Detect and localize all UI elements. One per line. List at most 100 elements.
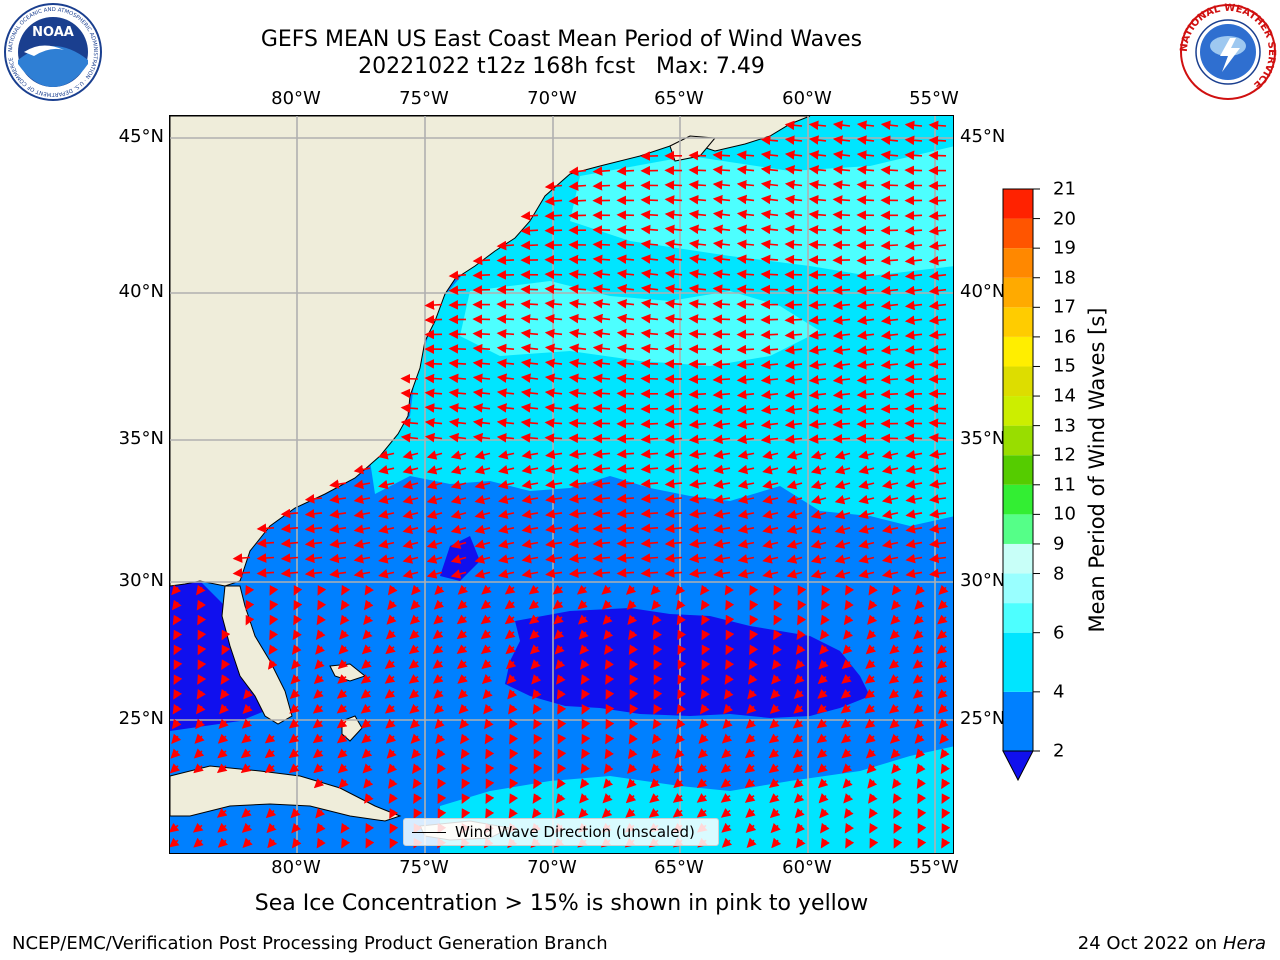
wave-direction-arrow xyxy=(736,389,755,400)
wave-direction-arrow xyxy=(384,703,396,714)
wave-direction-arrow xyxy=(784,209,803,220)
wave-direction-arrow xyxy=(701,659,711,671)
wave-direction-arrow xyxy=(904,330,923,340)
wave-direction-arrow xyxy=(192,822,204,833)
wave-direction-arrow xyxy=(817,674,829,685)
wave-direction-arrow xyxy=(865,748,877,759)
wave-direction-arrow xyxy=(744,748,756,759)
wave-direction-arrow xyxy=(457,584,469,595)
wave-direction-arrow xyxy=(773,599,783,611)
wave-direction-arrow xyxy=(893,823,903,834)
colorbar-tick-label: 20 xyxy=(1053,208,1076,230)
wave-direction-arrow xyxy=(712,224,731,235)
wave-direction-arrow xyxy=(171,718,182,730)
colorbar-tick-label: 9 xyxy=(1053,533,1065,555)
wave-direction-arrow xyxy=(601,808,613,819)
wave-direction-arrow xyxy=(173,629,183,641)
wave-direction-arrow xyxy=(568,181,587,191)
wave-direction-arrow xyxy=(329,538,347,549)
wave-direction-arrow xyxy=(578,808,589,819)
wave-direction-arrow xyxy=(616,239,635,250)
wave-direction-arrow xyxy=(762,479,779,490)
wave-direction-arrow xyxy=(810,480,827,490)
wave-direction-arrow xyxy=(481,674,493,685)
wave-direction-arrow xyxy=(688,314,707,324)
wave-direction-arrow xyxy=(217,748,228,759)
wave-direction-arrow xyxy=(448,358,467,369)
wave-direction-arrow xyxy=(762,465,779,475)
wave-direction-arrow xyxy=(888,703,900,714)
wave-direction-arrow xyxy=(424,359,443,369)
wave-direction-arrow xyxy=(929,538,947,549)
wave-direction-arrow xyxy=(496,299,515,310)
wave-direction-arrow xyxy=(664,344,683,354)
wave-direction-arrow xyxy=(721,837,733,848)
wave-direction-arrow xyxy=(426,465,443,475)
wave-direction-arrow xyxy=(505,659,517,670)
wave-direction-arrow xyxy=(796,837,806,849)
wave-direction-arrow xyxy=(892,793,902,804)
wave-direction-arrow xyxy=(173,689,183,700)
wave-direction-arrow xyxy=(545,464,563,475)
wave-direction-arrow xyxy=(291,659,302,670)
wave-direction-arrow xyxy=(521,539,539,549)
wave-direction-arrow xyxy=(914,733,925,744)
wave-direction-arrow xyxy=(437,808,447,819)
wave-direction-arrow xyxy=(601,599,613,610)
wave-direction-arrow xyxy=(869,837,879,849)
wave-direction-arrow xyxy=(904,165,923,176)
wave-direction-arrow xyxy=(844,808,854,819)
wave-direction-arrow xyxy=(810,495,827,505)
wave-direction-arrow xyxy=(378,569,395,579)
wave-direction-arrow xyxy=(544,181,563,192)
wave-direction-arrow xyxy=(568,479,587,489)
wave-direction-arrow xyxy=(808,285,827,295)
wave-direction-arrow xyxy=(628,733,638,745)
wave-direction-arrow xyxy=(509,733,519,745)
wave-direction-arrow xyxy=(450,480,467,490)
wave-direction-arrow xyxy=(216,763,228,774)
wave-direction-arrow xyxy=(762,539,779,549)
wave-direction-arrow xyxy=(456,614,468,625)
wave-direction-arrow xyxy=(544,299,563,309)
wave-direction-arrow xyxy=(745,822,757,833)
wave-direction-arrow xyxy=(904,255,923,266)
wave-direction-arrow xyxy=(760,404,779,415)
wave-direction-arrow xyxy=(688,165,707,176)
wave-direction-arrow xyxy=(521,554,539,564)
wave-direction-arrow xyxy=(819,644,830,655)
wave-direction-arrow xyxy=(913,614,925,625)
wave-direction-arrow xyxy=(808,389,827,400)
wave-direction-arrow xyxy=(605,689,615,700)
wave-direction-arrow xyxy=(832,150,851,160)
wave-direction-arrow xyxy=(521,494,539,504)
wave-direction-arrow xyxy=(360,688,372,699)
wave-direction-arrow xyxy=(616,538,635,548)
wave-direction-arrow xyxy=(834,480,851,490)
wave-direction-arrow xyxy=(498,494,515,505)
wave-direction-arrow xyxy=(905,464,923,475)
colorbar-segment xyxy=(1003,514,1033,544)
wave-direction-arrow xyxy=(769,793,780,804)
wave-direction-arrow xyxy=(880,120,899,130)
wave-direction-arrow xyxy=(914,599,925,610)
wave-direction-arrow xyxy=(626,778,637,789)
wave-direction-arrow xyxy=(745,718,757,729)
wave-direction-arrow xyxy=(858,450,875,460)
wave-direction-arrow xyxy=(219,703,230,715)
wave-direction-arrow xyxy=(904,345,923,355)
wave-direction-arrow xyxy=(880,330,899,340)
wave-direction-arrow xyxy=(640,313,659,324)
wave-direction-arrow xyxy=(568,568,587,578)
wave-direction-arrow xyxy=(762,450,779,460)
wave-direction-arrow xyxy=(640,449,659,459)
wave-direction-arrow xyxy=(890,748,901,759)
wave-direction-arrow xyxy=(544,373,563,383)
wave-direction-arrow xyxy=(336,703,348,714)
wave-direction-arrow xyxy=(304,508,323,519)
wave-direction-arrow xyxy=(712,434,731,445)
wave-direction-arrow xyxy=(532,689,542,700)
wave-direction-arrow xyxy=(794,674,805,685)
wave-direction-arrow xyxy=(794,807,805,819)
wave-direction-arrow xyxy=(568,418,587,429)
